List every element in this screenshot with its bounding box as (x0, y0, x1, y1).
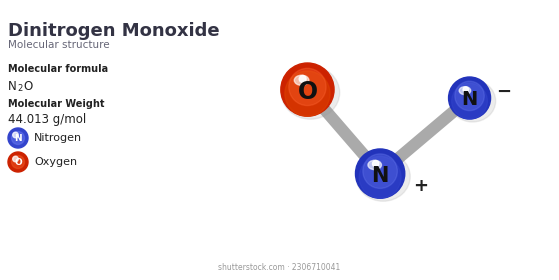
Circle shape (463, 87, 468, 92)
Text: N: N (8, 80, 17, 93)
Text: 44.013 g/mol: 44.013 g/mol (8, 113, 86, 126)
Text: Oxygen: Oxygen (34, 157, 77, 167)
Circle shape (372, 160, 379, 167)
Circle shape (289, 68, 326, 106)
Text: O: O (23, 80, 32, 93)
Text: Nitrogen: Nitrogen (34, 133, 82, 143)
Text: Molecular structure: Molecular structure (8, 40, 110, 50)
Text: −: − (496, 83, 511, 101)
Circle shape (363, 154, 397, 188)
Circle shape (299, 76, 306, 82)
Circle shape (12, 132, 25, 144)
Circle shape (455, 81, 484, 111)
Text: +: + (413, 177, 428, 195)
Circle shape (281, 63, 334, 116)
Circle shape (285, 71, 330, 116)
Circle shape (448, 77, 491, 119)
Ellipse shape (294, 75, 309, 85)
Circle shape (356, 149, 405, 198)
Ellipse shape (459, 87, 471, 95)
Circle shape (8, 128, 28, 148)
Text: N: N (461, 90, 478, 109)
Ellipse shape (281, 66, 340, 119)
Text: 2: 2 (17, 84, 22, 93)
Text: Dinitrogen Monoxide: Dinitrogen Monoxide (8, 22, 220, 40)
Circle shape (452, 83, 487, 119)
Text: O: O (14, 158, 22, 167)
Text: O: O (297, 80, 318, 104)
Circle shape (13, 132, 18, 138)
Text: Molecular formula: Molecular formula (8, 64, 108, 74)
Ellipse shape (356, 152, 410, 201)
Ellipse shape (449, 80, 496, 122)
Ellipse shape (368, 160, 381, 170)
Text: N: N (14, 134, 22, 143)
Text: Molecular Weight: Molecular Weight (8, 99, 105, 109)
Text: shutterstock.com · 2306710041: shutterstock.com · 2306710041 (218, 263, 340, 272)
Circle shape (12, 155, 25, 169)
Text: N: N (371, 165, 389, 186)
Circle shape (8, 152, 28, 172)
Circle shape (13, 156, 18, 162)
Circle shape (359, 156, 401, 198)
